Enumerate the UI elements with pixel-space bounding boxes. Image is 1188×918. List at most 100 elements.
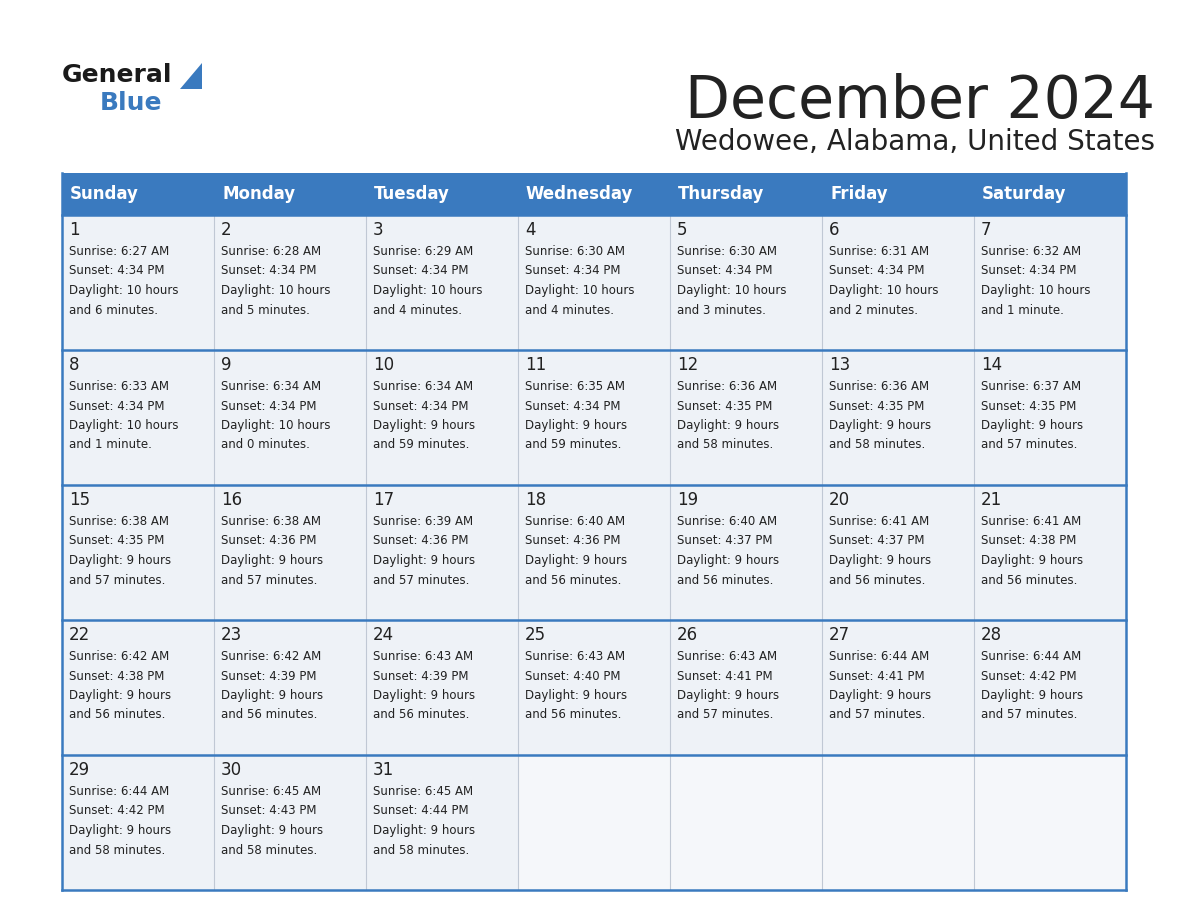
Bar	[214, 485, 366, 620]
Text: December 2024: December 2024	[685, 73, 1155, 130]
Bar	[822, 215, 974, 350]
Text: Daylight: 9 hours: Daylight: 9 hours	[525, 419, 627, 432]
Text: Sunset: 4:37 PM: Sunset: 4:37 PM	[829, 534, 924, 547]
Text: Sunset: 4:35 PM: Sunset: 4:35 PM	[829, 399, 924, 412]
Text: Daylight: 10 hours: Daylight: 10 hours	[677, 284, 786, 297]
Text: and 4 minutes.: and 4 minutes.	[373, 304, 462, 317]
Text: Sunrise: 6:43 AM: Sunrise: 6:43 AM	[525, 650, 625, 663]
Text: 7: 7	[981, 221, 992, 239]
Bar	[366, 620, 518, 755]
Text: and 59 minutes.: and 59 minutes.	[525, 439, 621, 452]
Text: 21: 21	[981, 491, 1003, 509]
Text: Wedowee, Alabama, United States: Wedowee, Alabama, United States	[675, 128, 1155, 156]
Text: Daylight: 9 hours: Daylight: 9 hours	[677, 419, 779, 432]
Bar	[62, 485, 214, 620]
Text: and 57 minutes.: and 57 minutes.	[373, 574, 469, 587]
Bar	[670, 755, 822, 890]
Text: Sunset: 4:42 PM: Sunset: 4:42 PM	[69, 804, 165, 818]
Bar	[518, 755, 670, 890]
Text: Sunday: Sunday	[70, 185, 139, 203]
Text: Sunset: 4:34 PM: Sunset: 4:34 PM	[373, 264, 468, 277]
Bar	[974, 755, 1126, 890]
Text: Sunrise: 6:37 AM: Sunrise: 6:37 AM	[981, 380, 1081, 393]
Text: and 0 minutes.: and 0 minutes.	[221, 439, 310, 452]
Text: and 57 minutes.: and 57 minutes.	[981, 709, 1078, 722]
Text: Blue: Blue	[100, 91, 163, 115]
Text: Saturday: Saturday	[982, 185, 1067, 203]
Text: Sunrise: 6:36 AM: Sunrise: 6:36 AM	[829, 380, 929, 393]
Text: Sunset: 4:34 PM: Sunset: 4:34 PM	[829, 264, 924, 277]
Text: 20: 20	[829, 491, 851, 509]
Text: 11: 11	[525, 356, 546, 374]
Text: and 5 minutes.: and 5 minutes.	[221, 304, 310, 317]
Text: Daylight: 10 hours: Daylight: 10 hours	[69, 284, 178, 297]
Bar	[366, 485, 518, 620]
Bar	[214, 215, 366, 350]
Text: Daylight: 9 hours: Daylight: 9 hours	[69, 689, 171, 702]
Text: 17: 17	[373, 491, 394, 509]
Text: Sunset: 4:38 PM: Sunset: 4:38 PM	[981, 534, 1076, 547]
Text: and 56 minutes.: and 56 minutes.	[981, 574, 1078, 587]
Text: Sunset: 4:35 PM: Sunset: 4:35 PM	[981, 399, 1076, 412]
Text: 23: 23	[221, 626, 242, 644]
Text: Friday: Friday	[830, 185, 887, 203]
Text: Sunrise: 6:30 AM: Sunrise: 6:30 AM	[525, 245, 625, 258]
Bar	[974, 350, 1126, 485]
Text: and 56 minutes.: and 56 minutes.	[373, 709, 469, 722]
Text: Daylight: 10 hours: Daylight: 10 hours	[221, 419, 330, 432]
Bar	[518, 350, 670, 485]
Text: and 58 minutes.: and 58 minutes.	[829, 439, 925, 452]
Bar	[214, 350, 366, 485]
Text: and 1 minute.: and 1 minute.	[981, 304, 1064, 317]
Text: and 56 minutes.: and 56 minutes.	[221, 709, 317, 722]
Bar	[518, 215, 670, 350]
Bar	[822, 485, 974, 620]
Text: 12: 12	[677, 356, 699, 374]
Text: Sunrise: 6:27 AM: Sunrise: 6:27 AM	[69, 245, 169, 258]
Bar	[670, 350, 822, 485]
Text: Sunset: 4:34 PM: Sunset: 4:34 PM	[677, 264, 772, 277]
Text: and 58 minutes.: and 58 minutes.	[221, 844, 317, 856]
Bar	[670, 215, 822, 350]
Text: 18: 18	[525, 491, 546, 509]
Text: Sunset: 4:35 PM: Sunset: 4:35 PM	[69, 534, 164, 547]
Text: Sunset: 4:34 PM: Sunset: 4:34 PM	[69, 264, 164, 277]
Text: 19: 19	[677, 491, 699, 509]
Text: 31: 31	[373, 761, 394, 779]
Text: Sunrise: 6:42 AM: Sunrise: 6:42 AM	[221, 650, 321, 663]
Text: and 1 minute.: and 1 minute.	[69, 439, 152, 452]
Bar	[366, 755, 518, 890]
Text: Sunrise: 6:36 AM: Sunrise: 6:36 AM	[677, 380, 777, 393]
Text: 28: 28	[981, 626, 1003, 644]
Text: 27: 27	[829, 626, 851, 644]
Text: and 57 minutes.: and 57 minutes.	[221, 574, 317, 587]
Bar	[62, 173, 1126, 215]
Bar	[518, 620, 670, 755]
Text: Daylight: 10 hours: Daylight: 10 hours	[981, 284, 1091, 297]
Text: and 3 minutes.: and 3 minutes.	[677, 304, 766, 317]
Bar	[62, 215, 214, 350]
Text: Sunrise: 6:32 AM: Sunrise: 6:32 AM	[981, 245, 1081, 258]
Text: Tuesday: Tuesday	[374, 185, 450, 203]
Text: 13: 13	[829, 356, 851, 374]
Bar	[62, 620, 214, 755]
Text: Sunrise: 6:41 AM: Sunrise: 6:41 AM	[981, 515, 1081, 528]
Text: Sunrise: 6:34 AM: Sunrise: 6:34 AM	[373, 380, 473, 393]
Text: Daylight: 9 hours: Daylight: 9 hours	[677, 689, 779, 702]
Text: and 56 minutes.: and 56 minutes.	[525, 709, 621, 722]
Text: Daylight: 9 hours: Daylight: 9 hours	[677, 554, 779, 567]
Bar	[366, 215, 518, 350]
Text: Sunset: 4:38 PM: Sunset: 4:38 PM	[69, 669, 164, 682]
Text: and 6 minutes.: and 6 minutes.	[69, 304, 158, 317]
Text: Wednesday: Wednesday	[526, 185, 633, 203]
Bar	[670, 485, 822, 620]
Text: Sunrise: 6:43 AM: Sunrise: 6:43 AM	[373, 650, 473, 663]
Text: Monday: Monday	[222, 185, 295, 203]
Text: General: General	[62, 63, 172, 87]
Text: 9: 9	[221, 356, 232, 374]
Text: Sunset: 4:35 PM: Sunset: 4:35 PM	[677, 399, 772, 412]
Text: Daylight: 9 hours: Daylight: 9 hours	[981, 689, 1083, 702]
Text: Sunset: 4:36 PM: Sunset: 4:36 PM	[221, 534, 316, 547]
Text: Daylight: 9 hours: Daylight: 9 hours	[829, 419, 931, 432]
Text: Sunrise: 6:39 AM: Sunrise: 6:39 AM	[373, 515, 473, 528]
